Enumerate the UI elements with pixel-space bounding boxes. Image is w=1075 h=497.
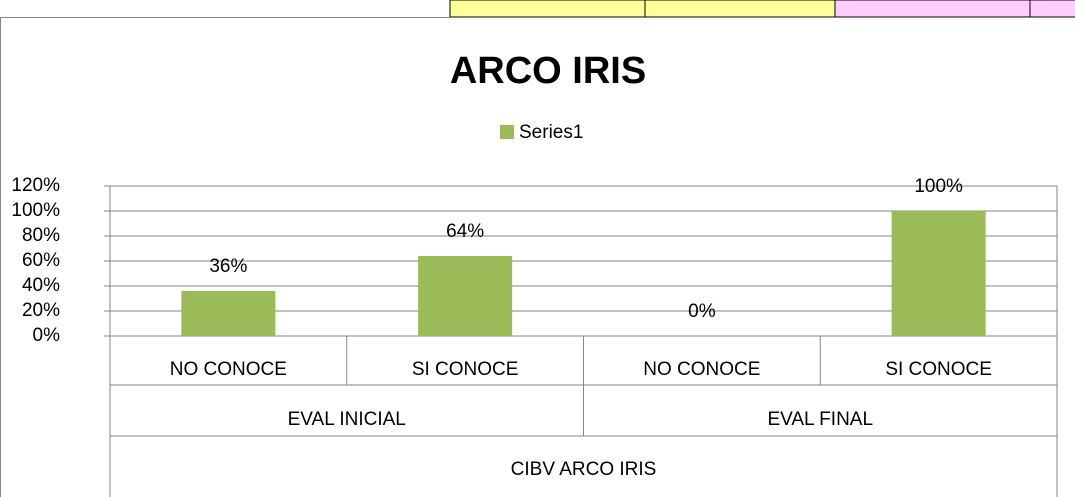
bar	[181, 291, 276, 336]
sheet-cell	[449, 0, 646, 18]
y-tick-label: 60%	[22, 250, 60, 271]
x-tick-label: SI CONOCE	[885, 359, 992, 380]
data-label: 0%	[688, 301, 716, 322]
data-label: 100%	[914, 176, 963, 197]
group-label: EVAL INICIAL	[288, 409, 406, 430]
y-tick-label: 80%	[22, 225, 60, 246]
chart-title: ARCO IRIS	[450, 50, 646, 92]
legend-label: Series1	[519, 122, 583, 143]
sheet-cell	[1029, 0, 1075, 18]
x-tick-label: NO CONOCE	[170, 359, 287, 380]
bar	[418, 256, 513, 336]
y-tick-label: 40%	[22, 275, 60, 296]
sheet-cell	[644, 0, 836, 18]
y-tick-label: 100%	[11, 200, 60, 221]
data-label: 36%	[209, 256, 247, 277]
bar	[891, 211, 986, 336]
supergroup-label: CIBV ARCO IRIS	[511, 459, 657, 480]
group-label: EVAL FINAL	[767, 409, 873, 430]
sheet-cell	[834, 0, 1031, 18]
legend-swatch	[500, 125, 514, 139]
y-tick-label: 20%	[22, 300, 60, 321]
y-tick-label: 0%	[33, 325, 61, 346]
x-tick-label: SI CONOCE	[412, 359, 519, 380]
data-label: 64%	[446, 221, 484, 242]
y-tick-label: 120%	[11, 175, 60, 196]
x-tick-label: NO CONOCE	[643, 359, 760, 380]
